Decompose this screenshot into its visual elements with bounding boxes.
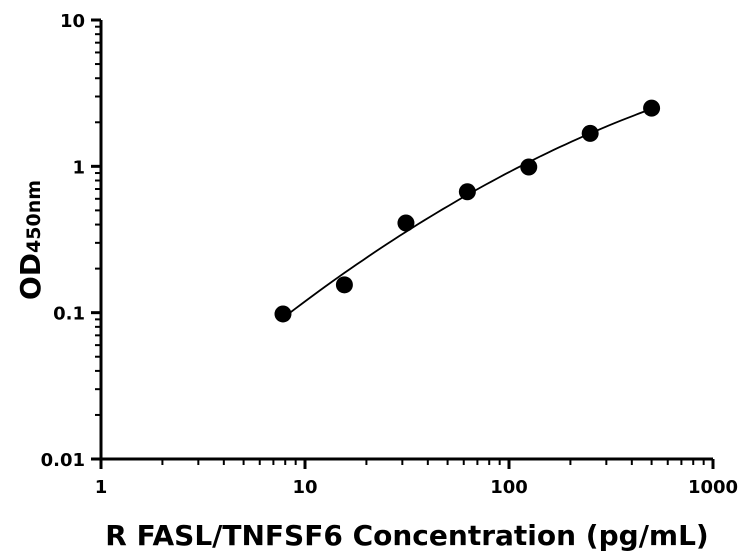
y-axis-title-subscript: 450nm [23, 180, 45, 253]
y-tick-label: 1 [72, 157, 85, 178]
axes [99, 20, 713, 461]
y-tick-label: 10 [60, 11, 85, 32]
data-point [643, 99, 661, 117]
y-tick-label: 0.1 [53, 304, 85, 325]
x-tick-label: 1000 [688, 477, 738, 498]
y-axis-title-main: OD [14, 253, 47, 300]
data-point [458, 183, 476, 201]
x-tick-label: 1 [95, 477, 108, 498]
data-point [335, 276, 353, 294]
data-point [397, 214, 415, 232]
data-point [520, 158, 538, 176]
y-tick-label: 0.01 [41, 450, 85, 471]
x-tick-label: 10 [292, 477, 317, 498]
x-tick-label: 100 [490, 477, 528, 498]
x-axis-ticks: 1 10 100 1000 [95, 459, 738, 498]
y-axis-ticks: 10 1 0.1 0.01 [41, 11, 101, 471]
data-point [581, 124, 599, 142]
x-axis-title: R FASL/TNFSF6 Concentration (pg/mL) [105, 519, 708, 552]
y-axis-title: OD450nm [14, 180, 47, 300]
data-point [274, 305, 292, 323]
plot-area [274, 99, 661, 323]
